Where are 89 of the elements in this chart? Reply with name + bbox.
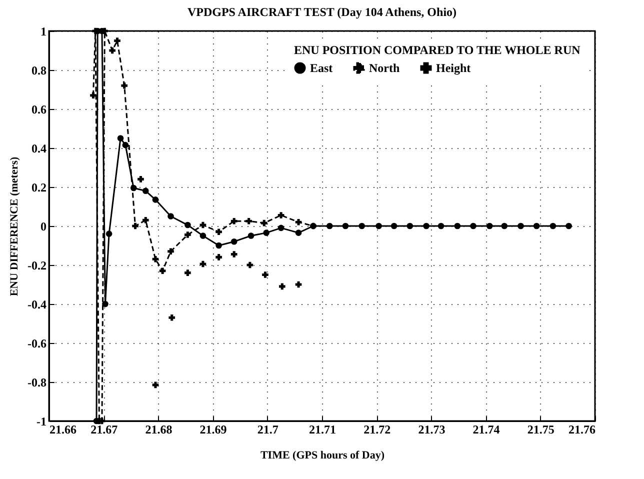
y-tick-label: 1 [40,24,46,38]
point [121,82,128,89]
x-tick-label: 21.7 [257,422,278,436]
point [260,220,268,226]
x-tick-label: 21.73 [418,422,446,436]
point [130,184,137,192]
point [248,232,254,239]
point [184,270,191,276]
point [168,314,176,321]
point [390,222,398,230]
y-tick-label: 0.4 [32,142,46,156]
point [90,92,96,99]
legend-label: East [310,61,333,75]
point [152,196,159,203]
y-tick-label: 0 [40,220,46,234]
point [295,218,302,226]
point [501,222,508,230]
y-tick-label: 0.8 [32,64,46,78]
point [342,222,349,230]
x-tick-label: 21.66 [50,422,76,436]
point [184,222,191,228]
point [376,222,382,230]
point [152,382,159,388]
point [122,142,129,148]
y-tick-label: -0.4 [28,298,46,312]
point [326,222,333,230]
point [216,242,222,249]
point [278,212,284,218]
y-tick-label: 0.6 [32,102,46,116]
point [533,222,540,230]
point [200,222,206,228]
point [278,224,284,232]
point [216,228,222,236]
x-tick-label: 21.76 [568,422,596,436]
point [246,262,254,268]
point [200,232,206,239]
point [200,260,206,268]
point [168,248,174,255]
point [230,238,238,245]
point [358,222,366,230]
point [246,218,252,224]
point [262,272,268,278]
point [518,222,524,230]
point [114,38,120,44]
point [216,254,222,260]
point [550,222,556,230]
x-tick-label: 21.67 [90,422,118,436]
x-axis-title: TIME (GPS hours of Day) [260,450,385,462]
point [295,281,302,288]
point [486,222,493,230]
point [142,188,149,194]
point [117,135,124,142]
point [423,222,430,230]
x-tick-label: 21.69 [200,422,227,436]
y-axis-title: ENU DIFFERENCE (meters) [8,156,21,296]
y-tick-label: -1 [36,414,46,428]
point [138,176,144,182]
y-tick-label: -0.2 [28,258,46,272]
point [106,230,112,237]
point [230,218,238,224]
x-tick-label: 21.74 [472,422,500,436]
point [230,251,238,258]
point [152,256,159,262]
legend-title: ENU POSITION COMPARED TO THE WHOLE RUN [294,43,581,57]
point [470,222,476,230]
x-tick-label: 21.72 [364,422,391,436]
point [566,222,572,230]
y-tick-label: 0.2 [32,180,46,194]
point [295,230,302,236]
point [109,47,116,54]
point [278,283,286,290]
chart-title: VPDGPS AIRCRAFT TEST (Day 104 Athens, Ohio) [187,5,457,19]
point [102,300,108,308]
point [184,232,191,238]
x-tick-label: 21.68 [145,422,172,436]
x-tick-label: 21.75 [527,422,554,436]
point [406,222,414,230]
point [142,216,149,224]
point [438,222,444,230]
point [159,268,166,274]
y-tick-label: -0.8 [28,376,46,390]
legend-label: North [369,61,400,75]
y-tick-label: -0.6 [28,336,46,350]
legend-label: Height [436,61,471,75]
point [454,222,461,230]
point [168,213,174,220]
point [263,230,270,236]
x-tick-label: 21.71 [309,422,336,436]
point [132,222,138,230]
